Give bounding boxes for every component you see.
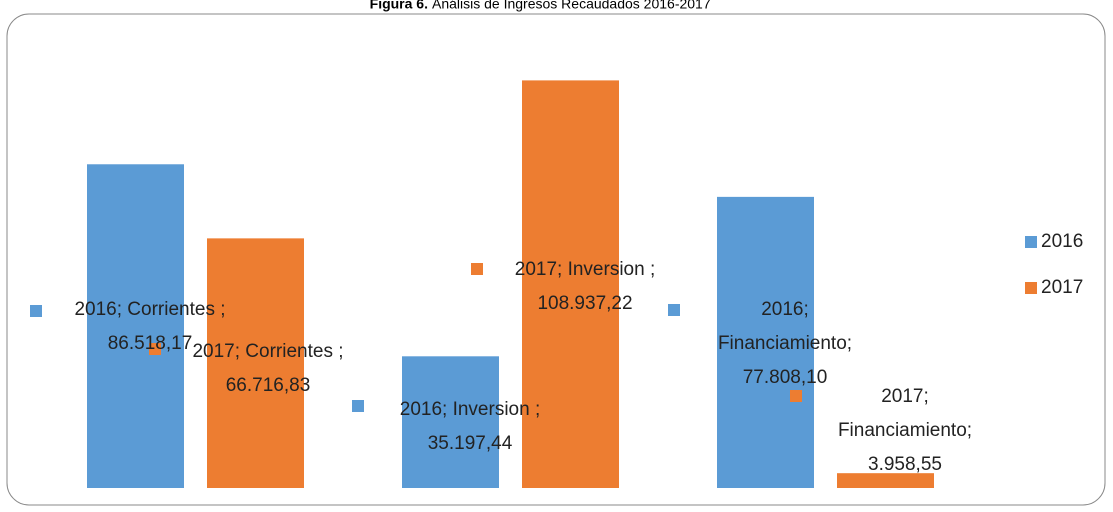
legend-swatch — [1025, 282, 1037, 294]
data-label: 2016; Financiamiento; 77.808,10 — [717, 299, 853, 388]
legend-label: 2017 — [1041, 277, 1083, 298]
data-label: 2017; Inversion ; 108.937,22 — [514, 259, 656, 314]
legend-swatch — [1025, 236, 1037, 248]
bar — [207, 238, 304, 488]
data-label: 2017; Corrientes ; 66.716,83 — [192, 341, 344, 396]
data-label: 2017; Financiamiento; 3.958,55 — [837, 386, 973, 475]
chart-title: Análisis de Ingresos Recaudados 2016-201… — [432, 0, 711, 12]
label-marker — [149, 343, 161, 355]
label-marker — [471, 263, 483, 275]
bar — [837, 473, 934, 488]
label-marker — [790, 390, 802, 402]
bar — [87, 164, 184, 489]
data-label: 2016; Inversion ; 35.197,44 — [399, 399, 541, 454]
data-label: 2016; Corrientes ; 86.518,17 — [74, 299, 226, 354]
legend-label: 2016 — [1041, 231, 1083, 252]
label-marker — [352, 400, 364, 412]
label-marker — [30, 305, 42, 317]
label-marker — [668, 304, 680, 316]
bar — [717, 196, 814, 488]
bar — [522, 80, 619, 488]
figure-label: Figura 6. — [370, 0, 428, 12]
bar — [402, 356, 499, 488]
